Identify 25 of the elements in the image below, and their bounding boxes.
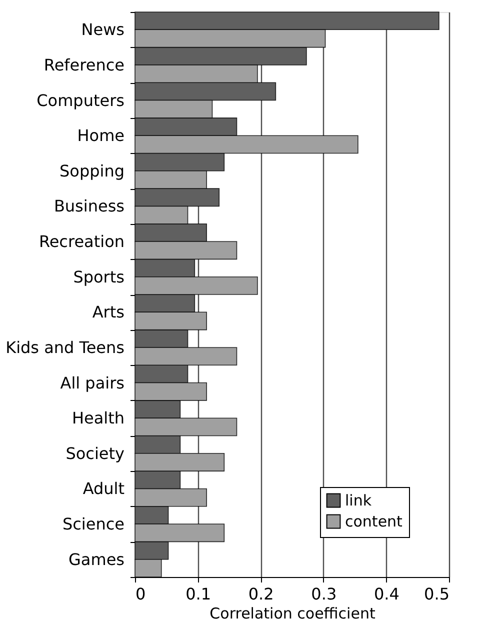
x-tick-label: 0.5 (424, 584, 450, 604)
y-tick-label: Science (62, 514, 124, 534)
y-tick-label: All pairs (60, 373, 124, 392)
x-tick-label: 0.3 (311, 584, 337, 604)
y-tick-label: Sopping (60, 161, 124, 180)
y-tick-label: Adult (82, 479, 124, 498)
x-tick-label: 0.1 (186, 584, 212, 604)
y-tick-label: Society (66, 444, 124, 463)
y-tick-label: Health (72, 408, 124, 428)
legend-label: content (345, 512, 403, 530)
y-tick-label: Reference (44, 55, 124, 74)
y-tick-label: Business (54, 196, 124, 216)
y-tick-label: Kids and Teens (6, 338, 124, 357)
y-tick-label: Games (68, 550, 124, 569)
legend-label: link (345, 492, 372, 510)
y-tick-label: Computers (36, 90, 124, 110)
x-axis-title: Correlation coefficient (210, 604, 376, 622)
y-tick-label: News (81, 20, 124, 40)
y-tick-label: Home (77, 126, 124, 146)
x-tick-label: 0.2 (248, 584, 274, 604)
x-tick-label: 0 (136, 584, 146, 604)
y-tick-label: Sports (73, 267, 124, 286)
y-tick-label: Recreation (38, 232, 124, 252)
y-tick-label: Arts (92, 302, 124, 322)
x-tick-label: 0.4 (374, 584, 400, 604)
